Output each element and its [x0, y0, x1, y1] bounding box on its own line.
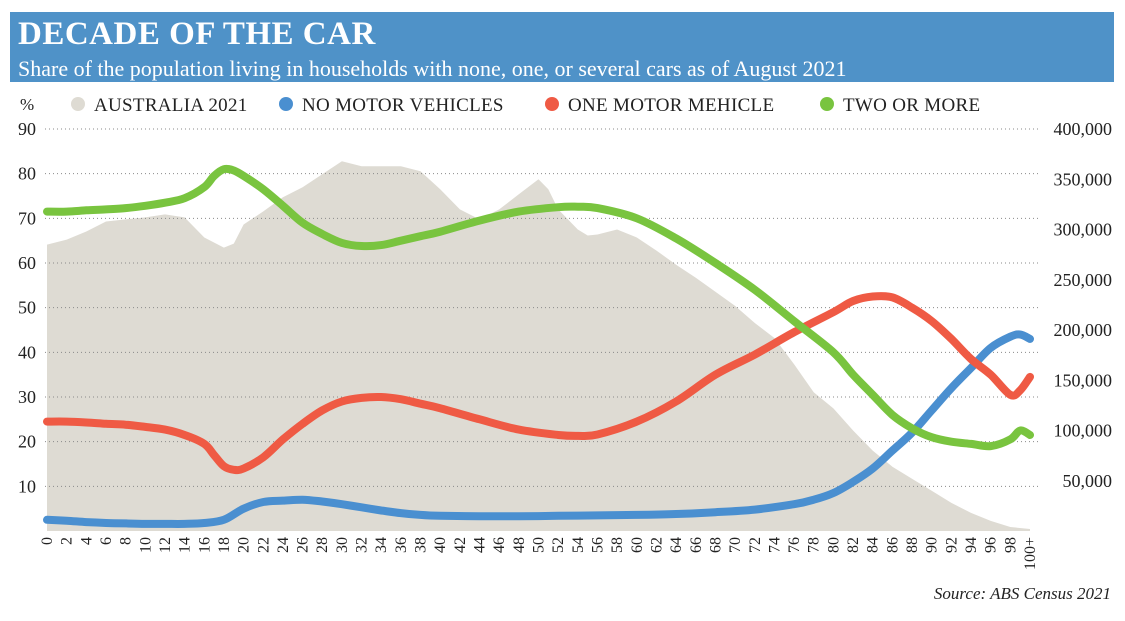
x-tick-label: 100+	[1022, 537, 1039, 570]
x-tick-label: 44	[472, 537, 489, 553]
x-tick-label: 6	[98, 537, 115, 545]
x-tick-label: 28	[314, 537, 331, 553]
x-tick-label: 4	[78, 537, 95, 545]
x-tick-label: 12	[157, 537, 174, 553]
x-tick-label: 46	[491, 537, 508, 553]
x-tick-label: 8	[118, 537, 135, 545]
x-tick-label: 14	[177, 537, 194, 553]
one-motor-vehicle-line	[43, 292, 1034, 475]
left-tick-label: 80	[18, 164, 36, 184]
right-tick-label: 350,000	[1054, 169, 1113, 189]
x-tick-label: 24	[275, 537, 292, 553]
x-tick-label: 52	[550, 537, 567, 553]
right-tick-label: 300,000	[1054, 220, 1113, 240]
x-tick-label: 56	[590, 537, 607, 553]
legend: AUSTRALIA 2021 NO MOTOR VEHICLES ONE MOTOR…	[71, 95, 980, 116]
x-tick-label: 40	[432, 537, 449, 553]
legend-label: TWO OR MORE	[843, 95, 980, 116]
left-tick-label: 60	[18, 253, 36, 273]
x-tick-label: 16	[196, 537, 213, 553]
x-tick-label: 92	[943, 537, 960, 553]
x-tick-label: 0	[39, 537, 56, 545]
x-tick-label: 64	[668, 537, 685, 553]
legend-label: NO MOTOR VEHICLES	[302, 95, 504, 116]
left-tick-label: 10	[18, 476, 36, 496]
x-tick-label: 66	[688, 537, 705, 553]
x-tick-label: 54	[570, 537, 587, 553]
left-tick-label: 90	[18, 119, 36, 139]
left-tick-label: 70	[18, 208, 36, 228]
x-tick-label: 90	[924, 537, 941, 553]
right-tick-label: 200,000	[1054, 320, 1113, 340]
left-axis: % 90 80 70 60 50 40 30 20 10	[18, 95, 36, 496]
x-tick-label: 82	[845, 537, 862, 553]
x-tick-label: 18	[216, 537, 233, 553]
chart-subtitle: Share of the population living in househ…	[18, 56, 847, 81]
legend-australia-2021: AUSTRALIA 2021	[71, 95, 248, 116]
x-tick-label: 98	[1002, 537, 1019, 553]
right-tick-label: 100,000	[1054, 421, 1113, 441]
right-tick-label: 150,000	[1054, 370, 1113, 390]
left-axis-unit: %	[20, 95, 34, 114]
x-tick-label: 58	[609, 537, 626, 553]
x-tick-label: 36	[393, 537, 410, 553]
right-axis: 400,000 350,000 300,000 250,000 200,000 150,0…	[1054, 119, 1113, 491]
x-tick-label: 60	[629, 537, 646, 553]
x-tick-label: 68	[707, 537, 724, 553]
x-tick-label: 30	[334, 537, 351, 553]
chart-title: DECADE OF THE CAR	[18, 16, 376, 52]
legend-dot	[545, 97, 559, 111]
x-axis: 0 2 4 6 8 10 12 14 16 18 20 22 24 26 28 30 32 34 36 38 40 42 4…	[39, 537, 1039, 570]
legend-two-or-more: TWO OR MORE	[820, 95, 980, 116]
x-tick-label: 74	[766, 537, 783, 553]
population-area-layer	[47, 161, 1030, 531]
x-tick-label: 86	[884, 537, 901, 553]
x-tick-label: 38	[413, 537, 430, 553]
x-tick-label: 76	[786, 537, 803, 553]
legend-dot	[820, 97, 834, 111]
x-tick-label: 62	[649, 537, 666, 553]
right-tick-label: 50,000	[1063, 471, 1113, 491]
x-tick-label: 88	[904, 537, 921, 553]
x-tick-label: 32	[354, 537, 371, 553]
x-tick-label: 48	[511, 537, 528, 553]
left-tick-label: 40	[18, 342, 36, 362]
x-tick-label: 50	[531, 537, 548, 553]
x-tick-label: 72	[747, 537, 764, 553]
legend-label: AUSTRALIA 2021	[94, 95, 248, 116]
x-tick-label: 10	[137, 537, 154, 553]
x-tick-label: 78	[806, 537, 823, 553]
source-note: Source: ABS Census 2021	[933, 584, 1111, 603]
series-layer	[43, 164, 1034, 528]
x-tick-label: 84	[865, 537, 882, 553]
x-tick-label: 96	[983, 537, 1000, 553]
legend-one-motor-vehicle: ONE MOTOR MEHICLE	[545, 95, 774, 116]
x-tick-label: 94	[963, 537, 980, 553]
x-tick-label: 34	[373, 537, 390, 553]
legend-label: ONE MOTOR MEHICLE	[568, 95, 774, 116]
legend-no-motor-vehicles: NO MOTOR VEHICLES	[279, 95, 504, 116]
legend-dot	[71, 97, 85, 111]
x-tick-label: 22	[255, 537, 272, 553]
x-tick-label: 20	[236, 537, 253, 553]
left-tick-label: 30	[18, 387, 36, 407]
chart-area: AUSTRALIA 2021 NO MOTOR VEHICLES ONE MOTOR…	[18, 95, 1113, 570]
two-or-more-line	[43, 164, 1034, 451]
x-tick-label: 80	[825, 537, 842, 553]
x-tick-label: 26	[295, 537, 312, 553]
right-tick-label: 250,000	[1054, 270, 1113, 290]
x-tick-label: 42	[452, 537, 469, 553]
right-tick-label: 400,000	[1054, 119, 1113, 139]
legend-dot	[279, 97, 293, 111]
left-tick-label: 20	[18, 432, 36, 452]
x-tick-label: 70	[727, 537, 744, 553]
x-tick-label: 2	[59, 537, 76, 545]
title-banner: DECADE OF THE CAR Share of the populatio…	[10, 12, 1114, 82]
left-tick-label: 50	[18, 298, 36, 318]
population-area	[47, 161, 1030, 531]
